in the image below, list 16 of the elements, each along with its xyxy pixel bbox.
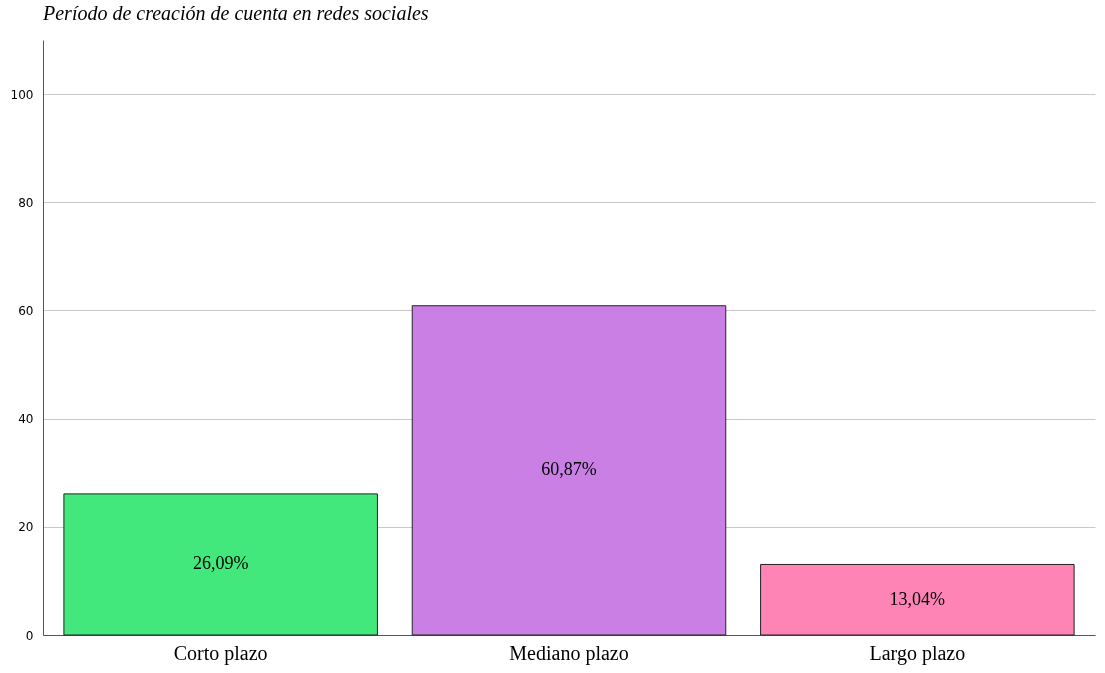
y-tick-label: 60: [18, 303, 34, 318]
data-label: 60,87%: [541, 459, 597, 480]
y-tick-label: 20: [18, 520, 34, 535]
chart-title: Período de creación de cuenta en redes sociales: [42, 2, 429, 24]
x-tick-label: Mediano plazo: [509, 641, 629, 665]
y-tick-label: 100: [10, 87, 34, 102]
y-tick-label: 80: [18, 195, 34, 210]
data-label: 26,09%: [192, 553, 249, 574]
y-tick-label: 40: [18, 412, 34, 427]
bar: [63, 493, 378, 636]
y-tick-label: 0: [25, 628, 34, 643]
bar: [411, 305, 727, 636]
data-label: 13,04%: [889, 588, 946, 609]
x-tick-label: Corto plazo: [173, 641, 268, 665]
x-tick-label: Largo plazo: [869, 641, 966, 665]
bar: [760, 563, 1075, 636]
